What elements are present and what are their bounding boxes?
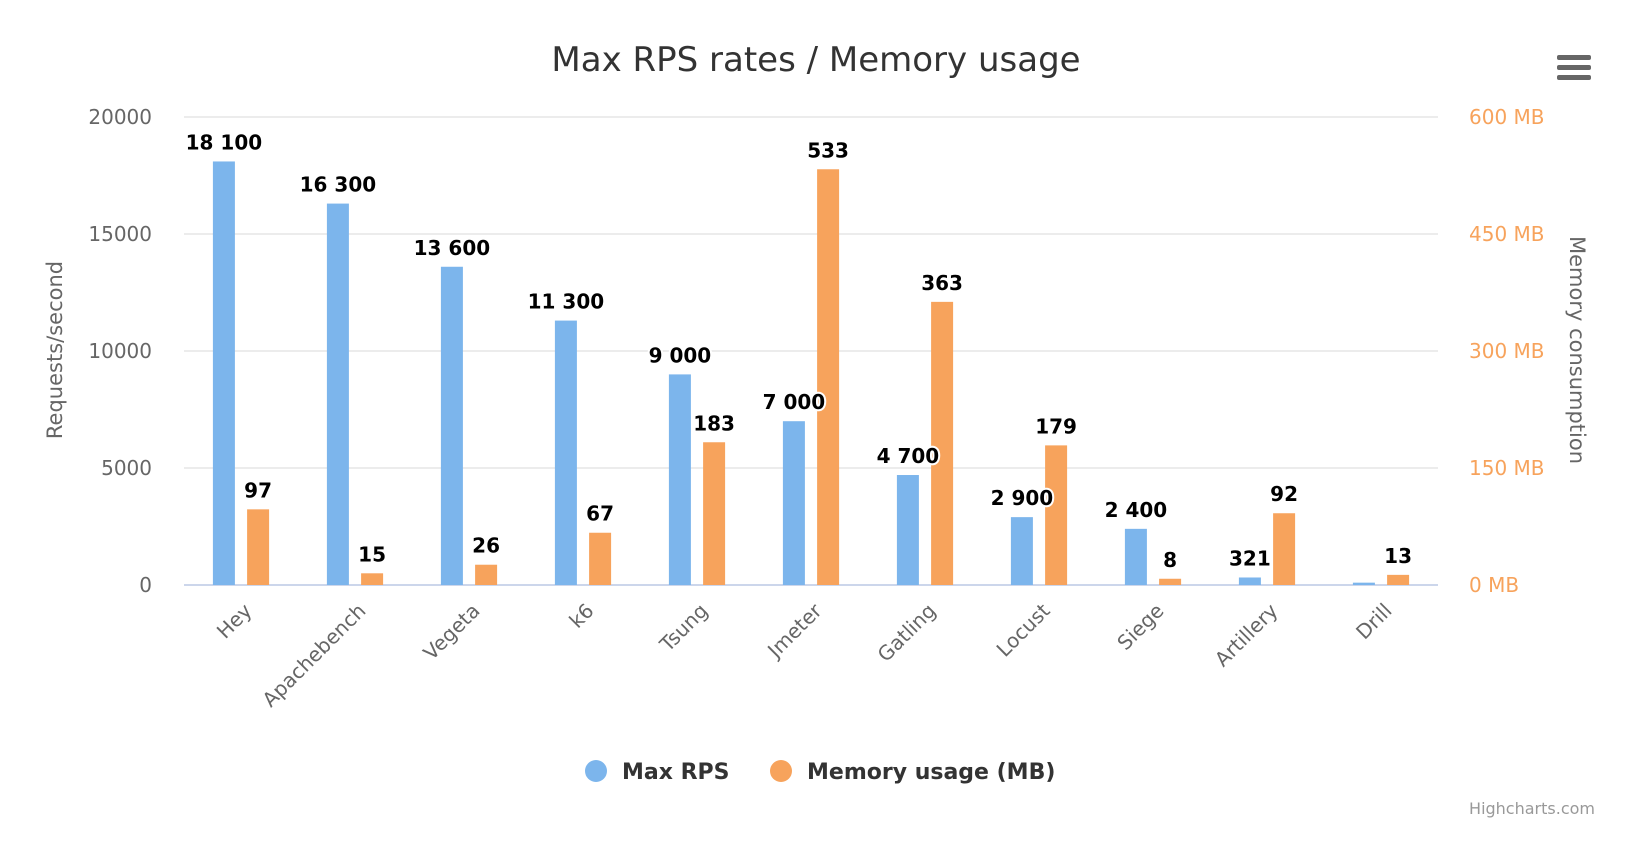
legend-item-memory[interactable]: Memory usage (MB) — [770, 760, 1055, 785]
y-right-tick-label: 300 MB — [1469, 339, 1545, 363]
y-right-tick-label: 0 MB — [1469, 573, 1519, 597]
data-label: 18 100 — [186, 130, 263, 154]
bar-max-rps — [1010, 517, 1033, 585]
legend-label: Max RPS — [622, 760, 730, 785]
bar-memory — [1045, 445, 1068, 585]
bar-memory — [1159, 578, 1182, 585]
bar-max-rps — [668, 374, 691, 585]
data-label: 533 — [807, 138, 849, 162]
y-right-axis-title: Memory consumption — [1565, 236, 1589, 464]
bar-max-rps — [326, 203, 349, 585]
bar-max-rps — [896, 475, 919, 585]
bar-memory — [1387, 574, 1410, 585]
x-tick-label: Vegeta — [418, 599, 484, 665]
bar-max-rps — [782, 421, 805, 585]
data-label: 11 300 — [528, 290, 605, 314]
data-label: 15 — [358, 542, 386, 566]
bar-max-rps — [440, 266, 463, 585]
x-tick-label: k6 — [564, 599, 598, 633]
data-label: 97 — [244, 478, 272, 502]
bar-max-rps — [1124, 528, 1147, 585]
data-label: 8 — [1163, 548, 1177, 572]
data-label: 363 — [921, 271, 963, 295]
data-label: 13 600 — [414, 236, 491, 260]
legend-marker — [770, 760, 792, 782]
legend-item-max-rps[interactable]: Max RPS — [585, 760, 730, 785]
data-label: 92 — [1270, 482, 1298, 506]
x-tick-label: Locust — [992, 598, 1055, 661]
y-right-tick-label: 450 MB — [1469, 222, 1545, 246]
y-left-tick-label: 0 — [139, 573, 152, 597]
data-label: 179 — [1035, 414, 1077, 438]
chart-title: Max RPS rates / Memory usage — [551, 40, 1080, 80]
bar-memory — [247, 509, 270, 585]
data-label: 2 900 — [991, 486, 1054, 510]
y-left-tick-label: 10000 — [88, 339, 152, 363]
x-tick-label: Hey — [212, 598, 257, 643]
data-label: 9 000 — [649, 343, 712, 367]
x-tick-label: Siege — [1112, 599, 1168, 655]
data-label: 67 — [586, 502, 614, 526]
data-label: 26 — [472, 534, 500, 558]
data-label: 16 300 — [300, 173, 377, 197]
bar-memory — [817, 169, 840, 585]
x-tick-label: Apachebench — [257, 599, 370, 712]
bar-max-rps — [212, 161, 235, 585]
legend-marker — [585, 760, 607, 782]
x-tick-label: Drill — [1351, 599, 1396, 644]
bar-memory — [475, 564, 498, 585]
bar-max-rps — [1238, 577, 1261, 585]
bar-max-rps — [1352, 582, 1375, 585]
bar-max-rps — [554, 320, 577, 585]
y-left-axis-title: Requests/second — [43, 261, 67, 439]
data-label: 321 — [1229, 546, 1271, 570]
legend-label: Memory usage (MB) — [807, 760, 1055, 785]
bar-memory — [703, 442, 726, 585]
bar-memory — [589, 532, 612, 585]
bar-memory — [931, 301, 954, 585]
x-tick-label: Tsung — [654, 599, 712, 657]
y-left-tick-label: 20000 — [88, 105, 152, 129]
data-label: 2 400 — [1105, 498, 1168, 522]
x-tick-label: Artillery — [1210, 598, 1283, 671]
data-label: 183 — [693, 411, 735, 435]
data-label: 7 000 — [763, 390, 826, 414]
data-label: 4 700 — [877, 444, 940, 468]
x-tick-label: Gatling — [873, 599, 941, 667]
credit-link[interactable]: Highcharts.com — [1469, 799, 1595, 818]
x-tick-label: Jmeter — [761, 598, 827, 664]
bar-memory — [1273, 513, 1296, 585]
data-label: 13 — [1384, 544, 1412, 568]
bar-memory — [361, 573, 384, 585]
y-left-tick-label: 15000 — [88, 222, 152, 246]
menu-icon[interactable] — [1557, 55, 1591, 80]
y-right-tick-label: 150 MB — [1469, 456, 1545, 480]
y-right-tick-label: 600 MB — [1469, 105, 1545, 129]
y-left-tick-label: 5000 — [101, 456, 152, 480]
legend: Max RPS Memory usage (MB) — [585, 760, 1055, 785]
